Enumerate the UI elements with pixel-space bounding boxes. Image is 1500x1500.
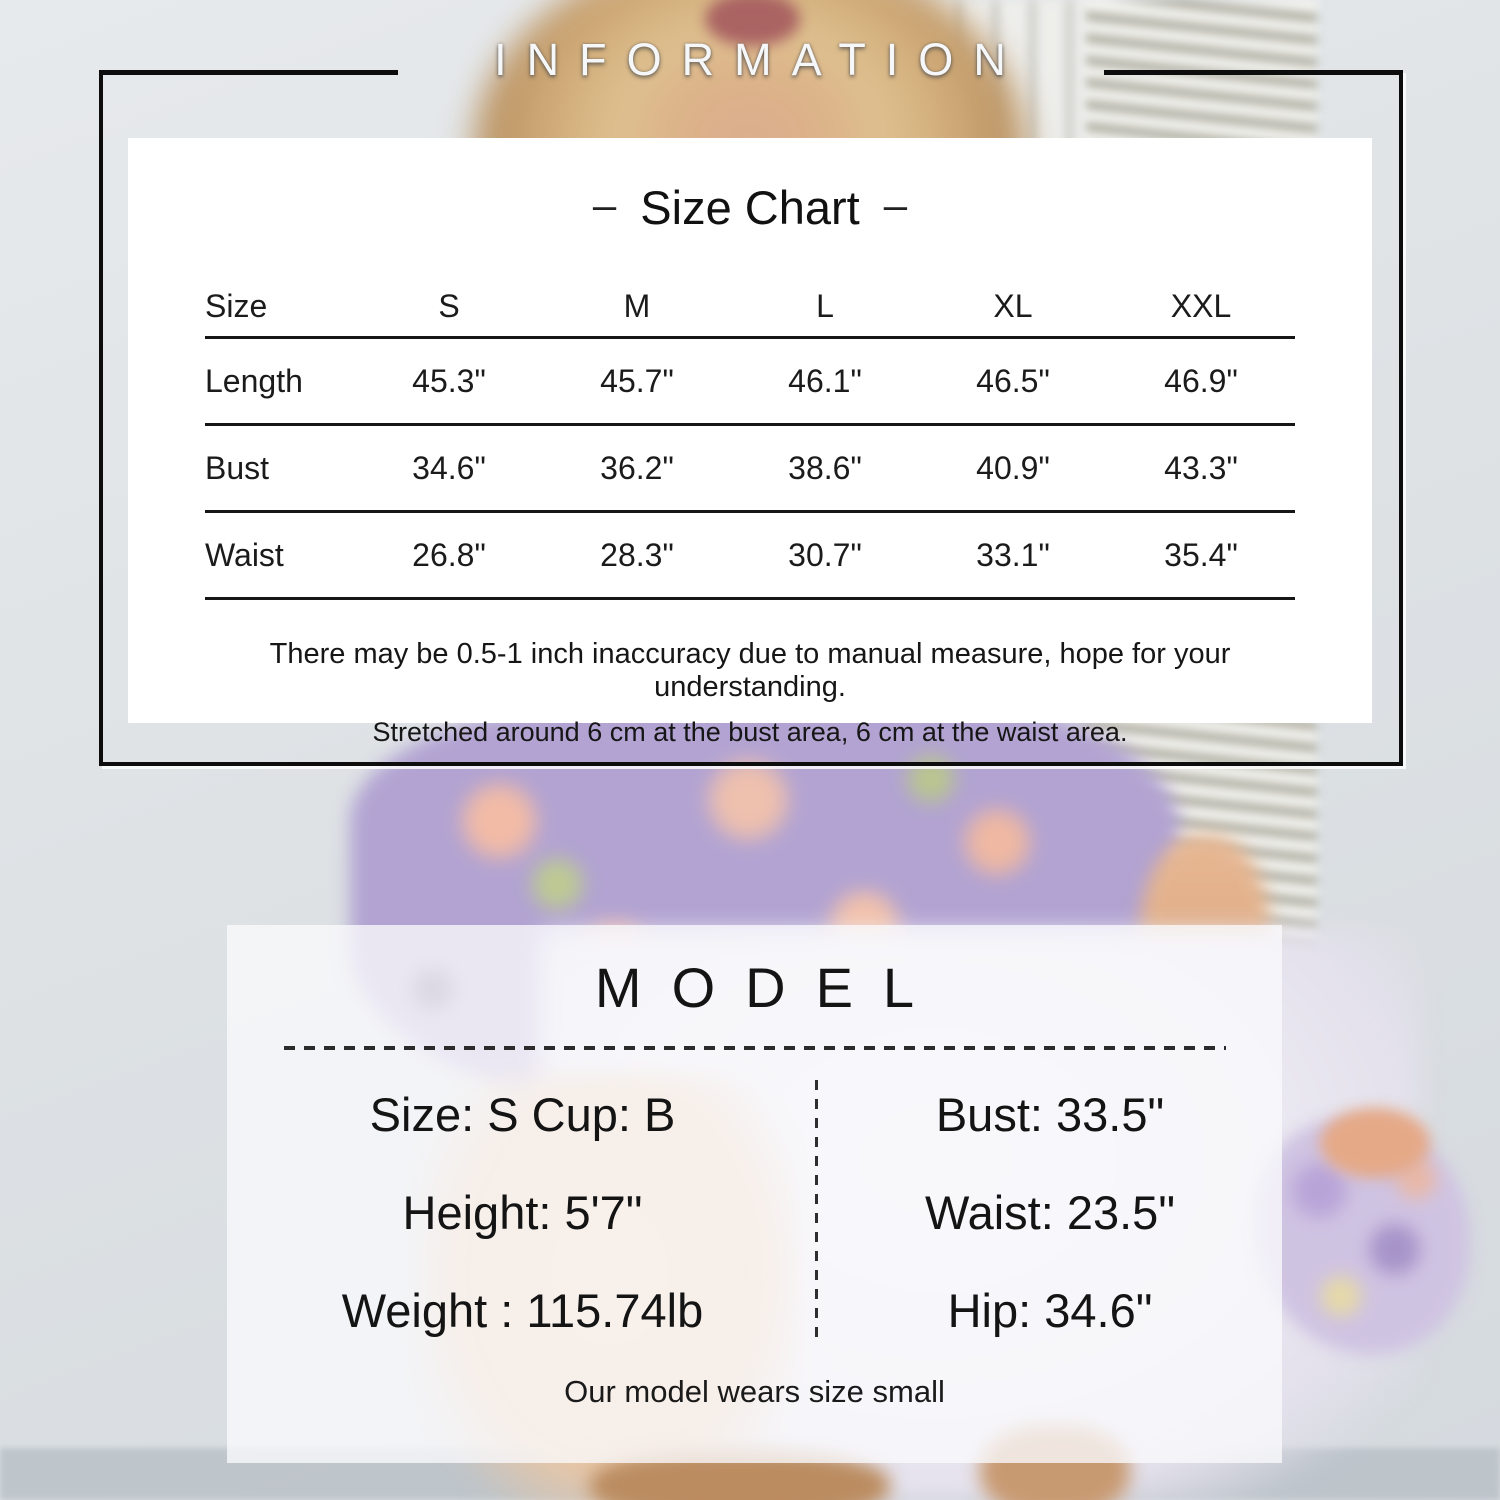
length-l: 46.1": [788, 362, 862, 399]
row-label: Bust: [205, 449, 270, 486]
waist-xxl: 35.4": [1164, 536, 1238, 573]
dashed-divider-vertical: [815, 1080, 818, 1344]
model-stat-bust: Bust: 33.5": [935, 1087, 1165, 1141]
dashed-divider-horizontal: [283, 1046, 1226, 1050]
size-table: Size S M L XL XXL Length 45.3" 45.7" 46.…: [205, 277, 1295, 600]
size-chart-card: – Size Chart – Size S M L XL XXL Length …: [128, 138, 1372, 747]
size-column-header: Size: [205, 288, 268, 324]
information-frame-border: [99, 70, 1403, 766]
model-hand-blur: [1320, 1108, 1430, 1178]
size-table-row-bust: Bust 34.6" 36.2" 38.6" 40.9" 43.3": [205, 426, 1295, 513]
bust-s: 34.6": [412, 449, 486, 486]
row-label: Length: [205, 362, 303, 399]
waist-l: 30.7": [788, 536, 862, 573]
model-stat-height: Height: 5'7": [402, 1185, 643, 1239]
model-lips-blur: [705, 0, 800, 46]
waist-s: 26.8": [412, 536, 486, 573]
length-s: 45.3": [412, 362, 486, 399]
measure-note-line2: Stretched around 6 cm at the bust area, …: [372, 717, 1128, 747]
row-label: Waist: [205, 536, 284, 573]
information-title: INFORMATION: [494, 34, 1026, 85]
waist-xl: 33.1": [976, 536, 1050, 573]
frame-top-border-left-segment: [99, 70, 398, 75]
size-chart-title-text: Size Chart: [640, 181, 860, 234]
dash-decoration-right: –: [883, 180, 908, 228]
model-stat-weight: Weight : 115.74lb: [341, 1283, 704, 1337]
size-header-s: S: [438, 288, 460, 324]
length-xxl: 46.9": [1164, 362, 1238, 399]
size-table-row-waist: Waist 26.8" 28.3" 30.7" 33.1" 35.4": [205, 513, 1295, 600]
measure-note-line1: There may be 0.5-1 inch inaccuracy due t…: [269, 638, 1231, 703]
model-info-card: MODEL Size: S Cup: B Bust: 33.5" Height:…: [227, 925, 1282, 1463]
model-stat-size-cup: Size: S Cup: B: [369, 1087, 676, 1141]
length-m: 45.7": [600, 362, 674, 399]
model-footnote: Our model wears size small: [564, 1374, 945, 1409]
model-stat-hip: Hip: 34.6": [947, 1283, 1153, 1337]
bust-xxl: 43.3": [1164, 449, 1238, 486]
size-header-m: M: [623, 288, 651, 324]
size-header-xl: XL: [993, 288, 1033, 324]
model-title: MODEL: [594, 956, 945, 1019]
size-table-row-length: Length 45.3" 45.7" 46.1" 46.5" 46.9": [205, 339, 1295, 426]
size-header-xxl: XXL: [1170, 288, 1232, 324]
bust-m: 36.2": [600, 449, 674, 486]
waist-m: 28.3": [600, 536, 674, 573]
frame-top-border-right-segment: [1104, 70, 1403, 75]
skirt-hem-floral-blur: [1255, 1120, 1470, 1355]
length-xl: 46.5": [976, 362, 1050, 399]
model-stat-waist: Waist: 23.5": [924, 1185, 1176, 1239]
bust-l: 38.6": [788, 449, 862, 486]
size-chart-title: – Size Chart –: [205, 180, 1295, 235]
size-table-header-row: Size S M L XL XXL: [205, 277, 1295, 339]
dash-decoration-left: –: [592, 180, 617, 228]
model-stats-grid: Size: S Cup: B Bust: 33.5" Height: 5'7" …: [227, 1078, 1282, 1346]
size-header-l: L: [816, 288, 834, 324]
bust-xl: 40.9": [976, 449, 1050, 486]
